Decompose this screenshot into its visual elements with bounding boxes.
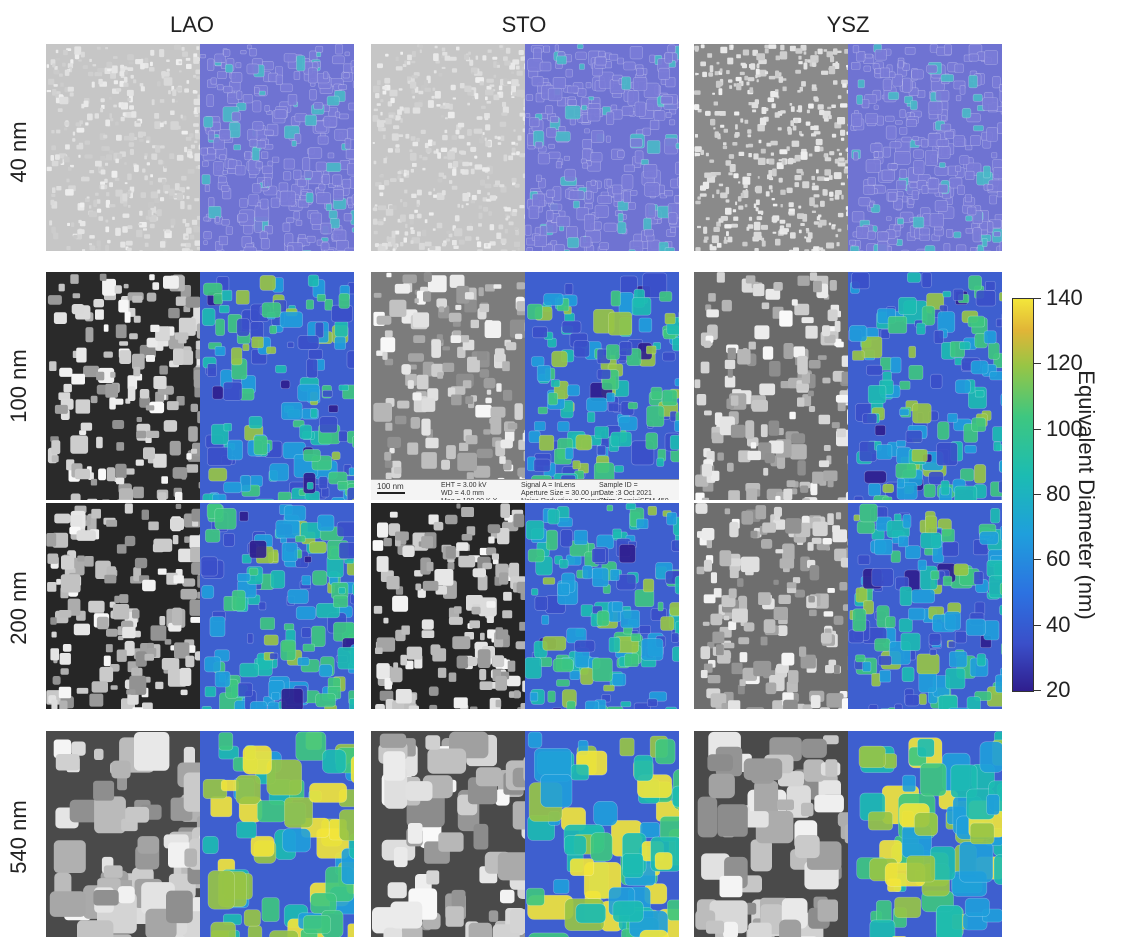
grain-segmentation-overlay	[848, 272, 1002, 500]
panel-lao-540nm	[46, 731, 354, 937]
sem-micrograph	[694, 272, 848, 500]
column-title-ysz: YSZ	[788, 12, 908, 38]
panel-lao-200nm	[46, 503, 354, 709]
sem-micrograph	[371, 731, 525, 937]
panel-ysz-200nm	[694, 503, 1002, 709]
colorbar-tick-mark	[1033, 690, 1041, 691]
sem-micrograph	[371, 272, 525, 500]
panel-sto-40nm	[371, 44, 679, 251]
panel-ysz-40nm	[694, 44, 1002, 251]
colorbar-tick-label: 20	[1046, 677, 1070, 703]
sem-micrograph	[694, 503, 848, 709]
grain-segmentation-overlay	[848, 731, 1002, 937]
panel-lao-40nm	[46, 44, 354, 251]
grain-segmentation-overlay	[200, 503, 354, 709]
scale-bar-label: 100 nm	[377, 482, 404, 491]
row-label-100nm: 100 nm	[4, 306, 34, 466]
colorbar-tick-mark	[1033, 298, 1041, 299]
grain-segmentation-overlay	[525, 503, 679, 709]
scale-bar-metadata: Sample ID =Date :3 Oct 2021Zeiss GeminiS…	[599, 482, 669, 500]
row-label-540nm: 540 nm	[4, 757, 34, 917]
colorbar-tick-mark	[1033, 494, 1041, 495]
colorbar-tick-label: 140	[1046, 285, 1083, 311]
scale-bar-line	[377, 492, 405, 494]
row-label-40nm: 40 nm	[4, 72, 34, 232]
colorbar-tick-mark	[1033, 429, 1041, 430]
colorbar-title: Equivalent Diameter (nm)	[1056, 330, 1116, 660]
column-title-sto: STO	[464, 12, 584, 38]
colorbar-tick-mark	[1033, 363, 1041, 364]
grain-segmentation-overlay	[525, 44, 679, 251]
column-title-lao: LAO	[132, 12, 252, 38]
colorbar-tick-mark	[1033, 559, 1041, 560]
colorbar	[1012, 298, 1034, 692]
grain-segmentation-overlay	[200, 731, 354, 937]
grain-segmentation-overlay	[200, 272, 354, 500]
grain-segmentation-overlay	[525, 731, 679, 937]
panel-ysz-540nm	[694, 731, 1002, 937]
grain-segmentation-overlay	[200, 44, 354, 251]
panel-sto-540nm	[371, 731, 679, 937]
grain-segmentation-overlay	[848, 44, 1002, 251]
grain-segmentation-overlay	[848, 503, 1002, 709]
sem-micrograph	[46, 731, 200, 937]
grain-segmentation-overlay	[525, 272, 679, 500]
colorbar-tick-mark	[1033, 625, 1041, 626]
sem-micrograph	[371, 503, 525, 709]
sem-micrograph	[46, 44, 200, 251]
sem-micrograph	[694, 44, 848, 251]
panel-lao-100nm	[46, 272, 354, 500]
sem-micrograph	[371, 44, 525, 251]
sem-micrograph	[694, 731, 848, 937]
row-label-200nm: 200 nm	[4, 528, 34, 688]
panel-ysz-100nm	[694, 272, 1002, 500]
sem-micrograph	[46, 272, 200, 500]
sem-micrograph	[46, 503, 200, 709]
panel-sto-200nm	[371, 503, 679, 709]
